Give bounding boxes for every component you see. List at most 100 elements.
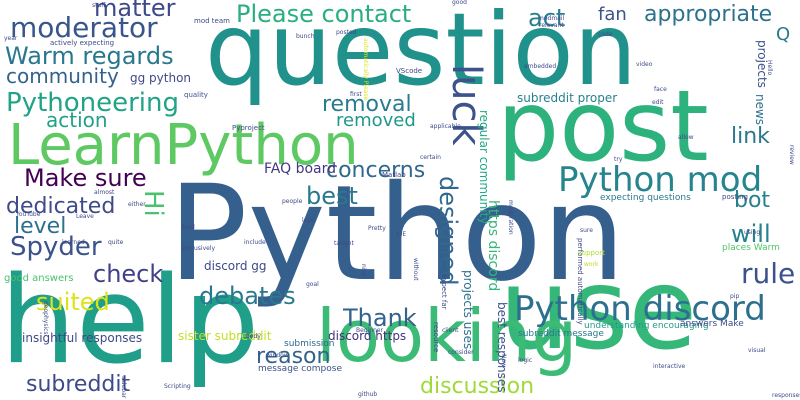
- word-dedicated: dedicated: [6, 194, 116, 219]
- word-action: action: [46, 108, 108, 132]
- word-resource: resource: [432, 322, 440, 353]
- word-posted: posted: [336, 29, 357, 36]
- word-posting: posting: [722, 193, 748, 201]
- word-without: without: [412, 258, 419, 281]
- word-applicable: applicable: [430, 123, 461, 130]
- word-certain: certain: [420, 154, 441, 161]
- word-looking: looking: [316, 294, 578, 378]
- word-help: help: [0, 252, 260, 391]
- word-responses: responses: [772, 392, 800, 399]
- word-performed-automatically: performed automatically: [576, 238, 584, 325]
- word-good-answers: good answers: [4, 273, 74, 284]
- word-expecting-questions: expecting questions: [600, 193, 691, 203]
- word-reason: reason: [256, 344, 331, 369]
- word-discussion: discussion: [420, 374, 535, 399]
- word-learned: learned: [62, 239, 85, 246]
- word-places-warm: places Warm: [722, 243, 780, 253]
- word-youtube: YouTube: [16, 211, 41, 218]
- word-bot: bot: [734, 188, 771, 213]
- word-projects-uses: projects uses: [461, 270, 475, 350]
- word-use: use: [499, 245, 698, 375]
- word-python: Python: [168, 157, 626, 311]
- word-expect-far: expect far: [440, 274, 448, 310]
- word-faq-board: FAQ board: [264, 161, 336, 177]
- word-review: review: [788, 145, 795, 165]
- word-act: act: [528, 4, 566, 32]
- word-fan: fan: [598, 4, 627, 25]
- word-interactive: interactive: [653, 363, 686, 370]
- word-support: support: [578, 249, 605, 257]
- word-gg-python: gg python: [130, 71, 192, 85]
- word-moderator: moderator: [10, 11, 158, 44]
- word-logic: logic: [518, 357, 533, 364]
- word-insightful-responses: insightful responses: [22, 331, 143, 345]
- word-community: community: [6, 64, 119, 88]
- word-best-responses: best responses: [495, 302, 509, 393]
- word-people: people: [282, 198, 303, 205]
- word-message-compose: message compose: [258, 364, 342, 374]
- word-rule: rule: [741, 257, 796, 290]
- word-actively-expecting: actively expecting: [50, 39, 115, 47]
- word-link: link: [731, 124, 770, 149]
- word-taught: taught: [334, 240, 354, 247]
- word-news: news: [753, 94, 767, 126]
- word-debates: debates: [199, 282, 296, 310]
- word-exclusively: exclusively: [182, 245, 216, 252]
- word-either: either: [128, 201, 146, 208]
- word-client: client: [442, 327, 459, 334]
- word-vscode: VScode: [396, 67, 423, 75]
- word-leave: Leave: [76, 213, 94, 220]
- word-relevant: relevant: [539, 22, 564, 29]
- word-lose: lose: [302, 217, 315, 224]
- word-subreddit-proper: subreddit proper: [517, 91, 618, 105]
- word-first: first: [350, 91, 362, 98]
- word-hi: Hi: [138, 190, 168, 217]
- word-sister-subreddit: sister subreddit: [178, 329, 272, 343]
- word-luck: luck: [443, 64, 489, 146]
- word-pythoneering: Pythoneering: [6, 88, 180, 118]
- word-embedded: embedded: [524, 63, 557, 70]
- word-projects: projects: [755, 40, 769, 88]
- word-concerns: concerns: [326, 158, 426, 183]
- word-beginner: Beginner: [356, 327, 384, 334]
- word-level: level: [14, 214, 67, 239]
- word-scripting: Scripting: [164, 383, 191, 390]
- word-q: Q: [776, 24, 791, 45]
- word-almost: almost: [94, 189, 115, 196]
- word-learnpython: LearnPython: [8, 113, 359, 178]
- word-work: work: [584, 261, 599, 268]
- word-https-discord: https discord: [485, 200, 501, 292]
- word-appropriate: appropriate: [644, 2, 773, 27]
- word-stuff: stuff: [92, 2, 106, 9]
- word-python-discord: Python discord: [514, 289, 766, 329]
- word-window: window: [266, 352, 289, 359]
- word-goal: goal: [306, 281, 319, 288]
- word-subreddit-message: subreddit message: [518, 329, 604, 339]
- word-quite: quite: [108, 239, 124, 246]
- word-visual: visual: [748, 347, 766, 354]
- word-suited: suited: [36, 288, 110, 316]
- word-answers-make: answers Make: [680, 319, 744, 329]
- word-discord-https: discord https: [328, 329, 407, 343]
- word-using: using: [744, 229, 761, 236]
- word-will: will: [731, 220, 771, 248]
- word-sidebar: sidebar: [120, 376, 127, 399]
- word-pretty: Pretty: [368, 225, 386, 232]
- word-best: best: [306, 182, 358, 210]
- word-code: code: [598, 31, 613, 38]
- word-designed: designed: [434, 176, 462, 286]
- word-mod-team: mod team: [194, 17, 230, 25]
- word-bunch: bunch: [296, 33, 315, 40]
- word-python-mod: Python mod: [558, 160, 763, 200]
- word-moderation: moderation: [507, 200, 514, 235]
- word-edit: edit: [652, 99, 664, 106]
- word-warm-regards: Warm regards: [5, 42, 174, 70]
- word-kind: kind: [182, 224, 195, 231]
- word-allow: allow: [678, 134, 694, 141]
- word-thank: Thank: [343, 304, 417, 332]
- word-body: body: [246, 333, 261, 340]
- word-matlab: Matlab: [382, 171, 406, 179]
- word-make-sure: Make sure: [24, 164, 147, 192]
- word-video: video: [636, 61, 653, 68]
